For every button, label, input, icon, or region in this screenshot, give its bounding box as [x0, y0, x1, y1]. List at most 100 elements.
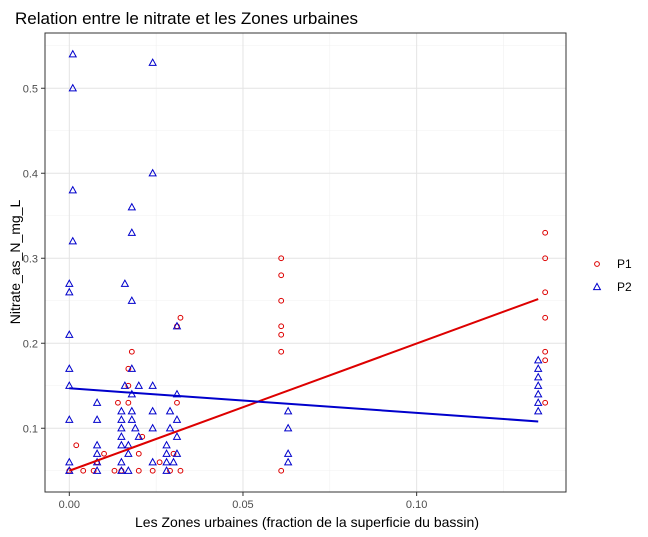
data-point-p2	[65, 330, 74, 338]
data-point-p1	[115, 399, 121, 406]
data-point-p2	[92, 398, 102, 406]
data-point-p2	[92, 415, 102, 423]
data-point-p2	[117, 423, 126, 432]
data-point-p2	[533, 406, 543, 415]
data-point-p2	[127, 406, 137, 415]
data-point-p2	[117, 432, 126, 440]
y-tick-label: 0.2	[23, 338, 38, 350]
y-tick-label: 0.5	[23, 83, 38, 95]
data-point-p1	[278, 297, 285, 304]
data-point-p2	[172, 415, 182, 423]
data-point-p2	[533, 389, 543, 398]
legend-key-p2	[592, 282, 602, 291]
data-point-p2	[162, 457, 171, 466]
data-point-p2	[283, 449, 293, 457]
data-point-p2	[165, 406, 175, 415]
data-point-p1	[80, 467, 87, 474]
data-point-p2	[162, 449, 171, 457]
data-point-p2	[120, 279, 130, 287]
data-point-p2	[127, 364, 137, 372]
data-point-p2	[117, 457, 126, 466]
data-point-p2	[65, 287, 74, 296]
data-point-p2	[172, 432, 182, 440]
data-point-p1	[177, 314, 184, 321]
data-point-p1	[278, 323, 285, 330]
data-point-p2	[117, 440, 126, 449]
data-point-p2	[124, 466, 133, 474]
data-point-p1	[278, 331, 285, 338]
data-point-p1	[156, 459, 163, 466]
data-point-p2	[283, 423, 293, 432]
data-point-p2	[65, 364, 74, 372]
y-tick-label: 0.4	[23, 168, 38, 180]
data-point-p2	[533, 381, 543, 389]
data-point-p1	[73, 442, 80, 449]
data-point-p2	[148, 406, 157, 415]
plot-panel-border	[44, 32, 567, 493]
data-point-p2	[117, 466, 126, 474]
data-point-p1	[278, 255, 285, 262]
data-point-p1	[278, 467, 285, 474]
data-point-p1	[111, 467, 118, 474]
data-point-p2	[533, 364, 543, 372]
data-point-p1	[128, 348, 135, 355]
data-point-p1	[149, 467, 156, 474]
data-point-p1	[101, 450, 107, 457]
data-point-p2	[148, 58, 157, 66]
data-point-p2	[65, 415, 74, 423]
data-point-p2	[92, 440, 102, 449]
data-point-p2	[169, 457, 178, 466]
data-point-p2	[533, 372, 543, 381]
legend-label-p2: P2	[617, 280, 632, 294]
data-point-p2	[117, 415, 126, 423]
data-point-p2	[533, 398, 543, 406]
chart-title: Relation entre le nitrate et les Zones u…	[15, 9, 358, 28]
data-point-p2	[124, 449, 133, 457]
data-point-p1	[174, 399, 180, 406]
data-point-p1	[542, 399, 549, 406]
data-point-p2	[148, 381, 157, 389]
trend-line-p2	[69, 387, 539, 423]
data-point-p2	[68, 185, 78, 194]
data-point-p2	[162, 466, 171, 474]
data-point-p2	[172, 321, 182, 330]
x-tick-label: 0.05	[232, 499, 253, 511]
data-point-p1	[125, 399, 132, 406]
data-point-p2	[127, 296, 137, 304]
data-point-p2	[134, 381, 144, 389]
data-point-p2	[92, 449, 102, 457]
data-point-p1	[542, 357, 549, 364]
data-point-p2	[283, 457, 293, 466]
data-point-p2	[148, 168, 157, 177]
data-point-p2	[283, 406, 293, 415]
trend-line-p1	[68, 298, 539, 472]
data-point-p1	[542, 348, 549, 355]
y-tick-label: 0.1	[23, 423, 38, 435]
data-point-p2	[148, 423, 157, 432]
data-point-p2	[92, 466, 102, 474]
data-point-p2	[68, 83, 78, 92]
x-tick-label: 0.00	[59, 499, 80, 511]
data-point-p1	[542, 255, 549, 262]
data-point-p2	[131, 423, 140, 432]
data-point-p1	[135, 467, 142, 474]
data-point-p2	[127, 415, 137, 423]
data-point-p1	[135, 450, 142, 457]
data-point-p2	[127, 228, 137, 236]
data-point-p2	[68, 49, 78, 58]
data-point-p2	[165, 423, 175, 432]
data-point-p2	[65, 457, 74, 466]
y-tick-label: 0.3	[23, 253, 38, 265]
data-point-p1	[542, 289, 549, 296]
data-point-p2	[134, 432, 144, 440]
legend-key-p1	[594, 261, 600, 267]
legend-label-p1: P1	[617, 257, 632, 271]
data-point-p2	[65, 279, 74, 287]
x-tick-label: 0.10	[406, 499, 427, 511]
data-point-p2	[124, 440, 133, 449]
data-point-p2	[68, 236, 78, 245]
data-point-p2	[172, 449, 182, 457]
data-point-p2	[162, 440, 171, 449]
data-point-p1	[278, 348, 285, 355]
